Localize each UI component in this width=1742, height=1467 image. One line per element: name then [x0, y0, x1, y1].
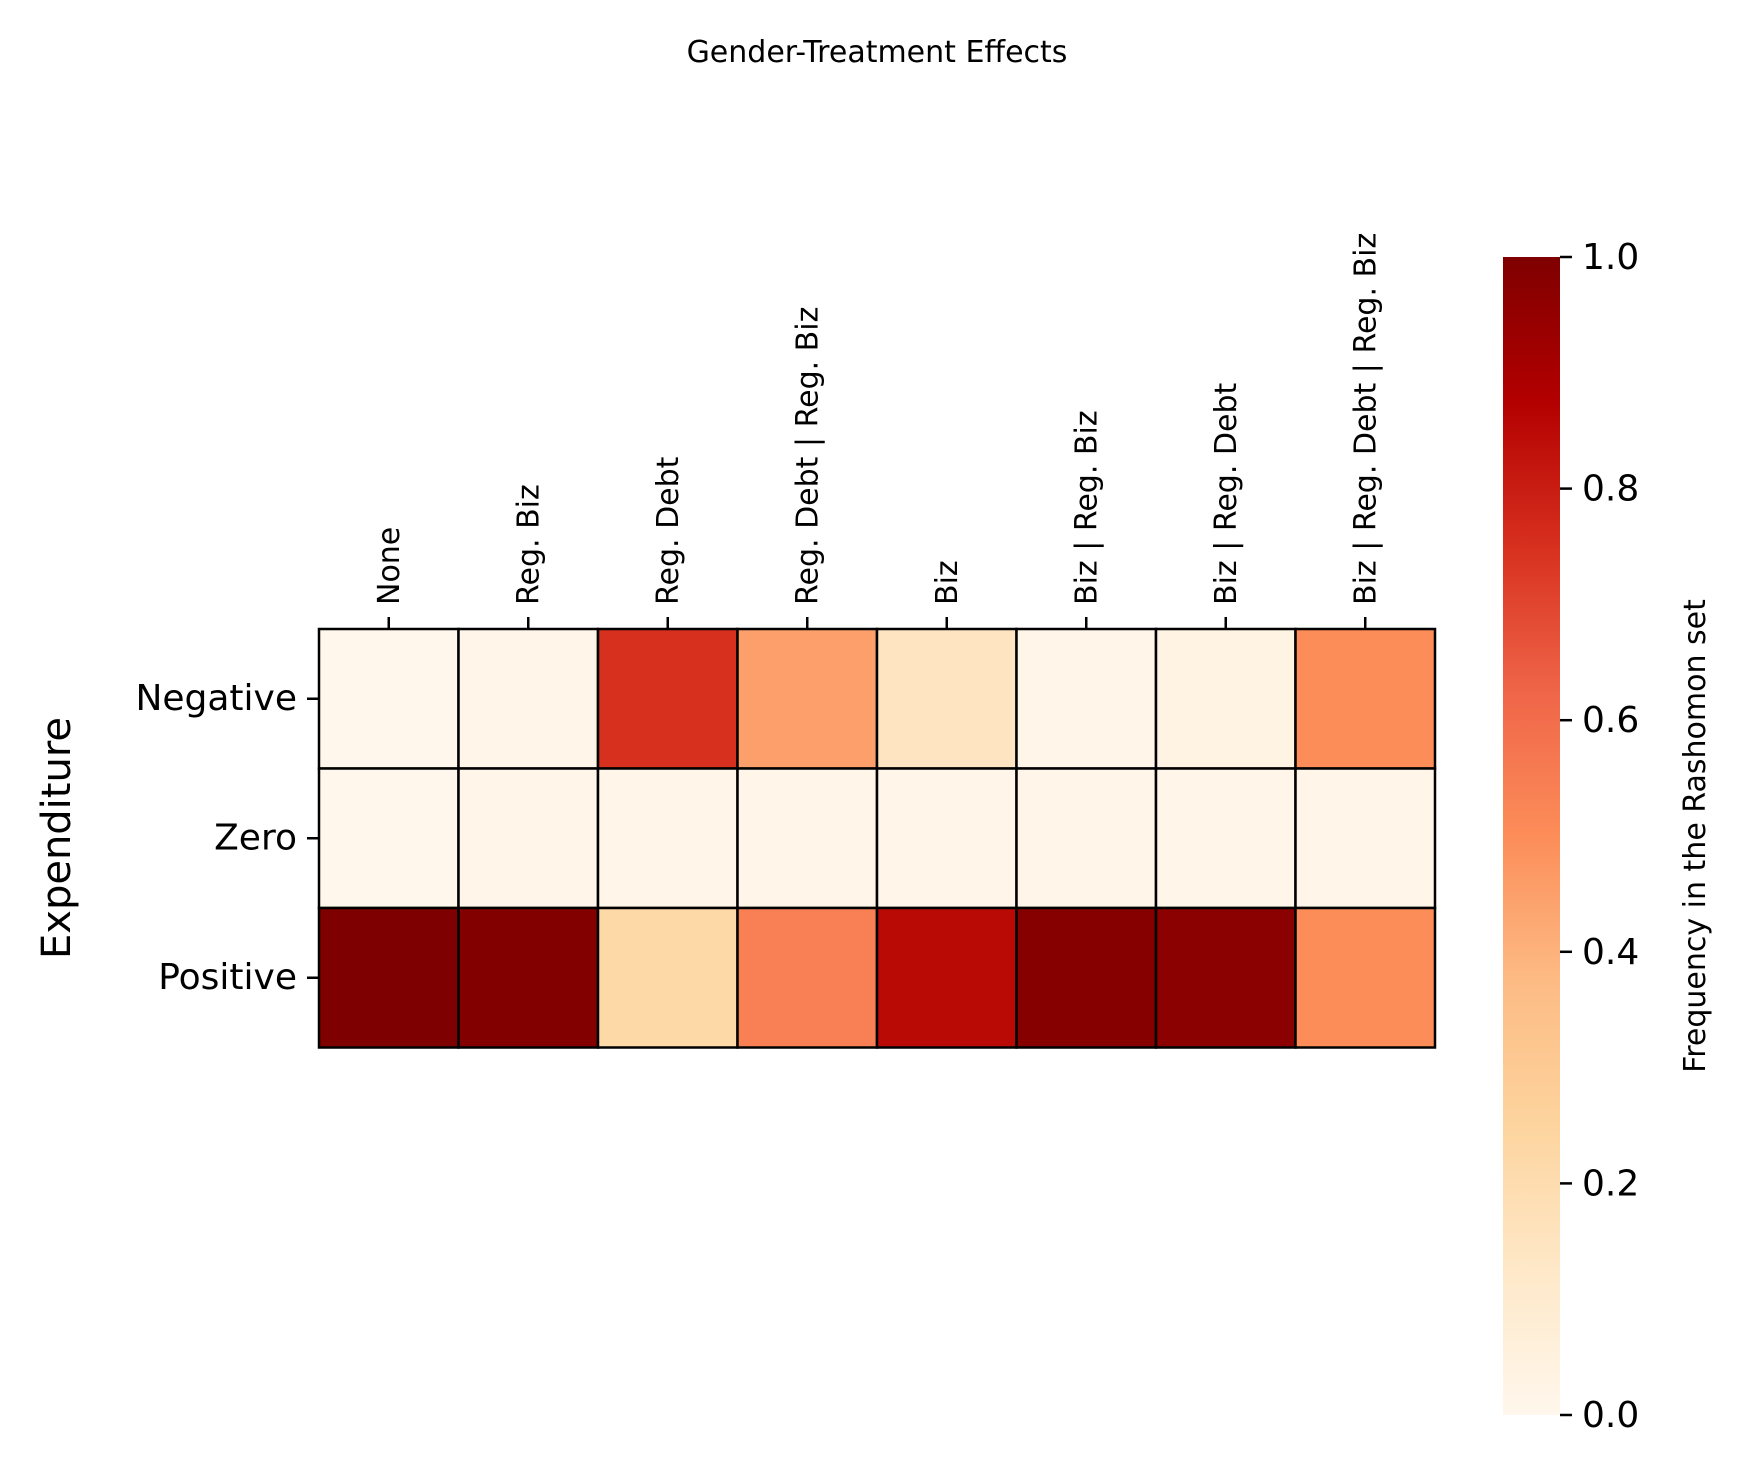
heatmap-cell-negative-5	[1015, 627, 1158, 770]
y-tick-label: Positive	[158, 957, 297, 998]
chart-title: Gender-Treatment Effects	[687, 35, 1068, 70]
colorbar-tick-label: 0.2	[1582, 1163, 1639, 1204]
heatmap-cell-negative-2	[596, 627, 739, 770]
heatmap-cell-positive-3	[736, 906, 879, 1049]
heatmap-cell-positive-0	[317, 906, 460, 1049]
colorbar: 0.0 0.2 0.4 0.6 0.8 1.0 Frequency in the Rash…	[1503, 237, 1713, 1436]
heatmap-cell-negative-6	[1154, 627, 1297, 770]
colorbar-label: Frequency in the Rashomon set	[1678, 599, 1713, 1073]
heatmap-cell-positive-6	[1154, 906, 1297, 1049]
heatmap-cell-positive-5	[1015, 906, 1158, 1049]
y-axis-label: Expenditure	[34, 717, 80, 959]
x-axis: None Reg. Biz Reg. Debt Reg. Debt | Reg. Bi…	[372, 233, 1383, 629]
heatmap-cell-negative-7	[1294, 627, 1437, 770]
colorbar-gradient	[1503, 257, 1560, 1415]
colorbar-tick-label: 0.8	[1582, 469, 1639, 510]
heatmap-cell-positive-4	[875, 906, 1018, 1049]
heatmap-cell-negative-0	[317, 627, 460, 770]
colorbar-tick-label: 0.6	[1582, 700, 1639, 741]
colorbar-tick-label: 0.4	[1582, 932, 1639, 973]
x-tick-label: Biz | Reg. Debt | Reg. Biz	[1348, 233, 1383, 605]
heatmap-cell-zero-3	[736, 767, 879, 910]
x-tick-label: Biz	[930, 560, 965, 605]
heatmap-cell-positive-7	[1294, 906, 1437, 1049]
x-tick-label: Reg. Biz	[511, 484, 546, 605]
colorbar-tick-label: 1.0	[1582, 237, 1639, 278]
heatmap-cell-negative-4	[875, 627, 1018, 770]
colorbar-tick-label: 0.0	[1582, 1395, 1639, 1436]
heatmap-cell-zero-5	[1015, 767, 1158, 910]
heatmap-cell-positive-1	[457, 906, 600, 1049]
heatmap-cell-zero-4	[875, 767, 1018, 910]
y-tick-label: Zero	[214, 817, 297, 858]
x-tick-label: Biz | Reg. Biz	[1069, 410, 1104, 605]
x-tick-label: None	[372, 527, 407, 605]
heatmap-cell-zero-1	[457, 767, 600, 910]
heatmap-cell-zero-0	[317, 767, 460, 910]
x-tick-label: Reg. Debt | Reg. Biz	[790, 307, 825, 605]
heatmap-cell-zero-2	[596, 767, 739, 910]
y-axis: Negative Zero Positive	[135, 678, 319, 998]
heatmap-cells	[317, 627, 1437, 1049]
x-tick-label: Biz | Reg. Debt	[1209, 382, 1244, 605]
heatmap-cell-negative-1	[457, 627, 600, 770]
heatmap-cell-zero-6	[1154, 767, 1297, 910]
heatmap-cell-negative-3	[736, 627, 879, 770]
heatmap-cell-positive-2	[596, 906, 739, 1049]
x-tick-label: Reg. Debt	[651, 456, 686, 605]
colorbar-ticks: 0.0 0.2 0.4 0.6 0.8 1.0	[1560, 237, 1639, 1436]
heatmap-cell-zero-7	[1294, 767, 1437, 910]
y-tick-label: Negative	[135, 678, 297, 719]
